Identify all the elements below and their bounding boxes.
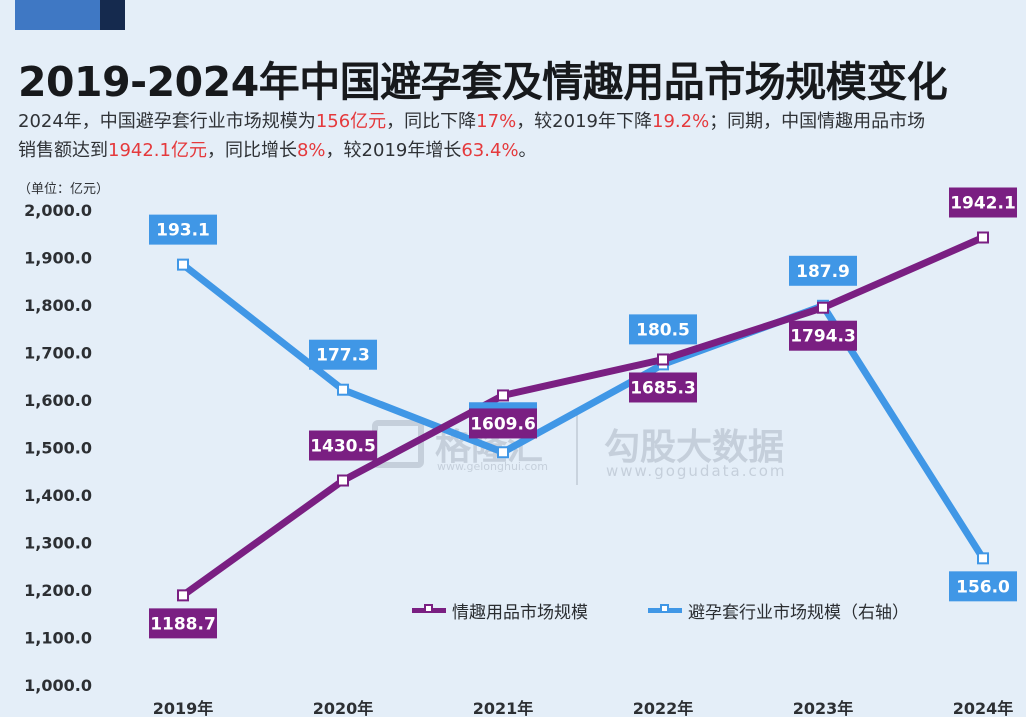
data-label-box: [629, 314, 697, 345]
data-label-box: [629, 372, 697, 403]
data-point: [497, 446, 509, 459]
data-label-box: [309, 339, 377, 370]
header-accent-bar-dark: [100, 0, 125, 30]
watermark-brand-gogudata: 勾股大数据: [604, 427, 785, 468]
legend-swatch-condom: [648, 604, 682, 613]
chart-subtitle: 2024年，中国避孕套行业市场规模为156亿元，同比下降17%，较2019年下降…: [18, 107, 1026, 165]
x-tick-label: 2024年: [953, 699, 1014, 717]
subtitle-text: 2024年，中国避孕套行业市场规模为: [18, 111, 316, 132]
data-label: 177.3: [316, 346, 370, 366]
y-tick-label: 1,200.0: [24, 581, 92, 600]
data-label-box: [309, 430, 377, 461]
data-label: 180.5: [636, 320, 690, 340]
x-tick-label: 2020年: [313, 699, 374, 717]
data-label-box: [149, 214, 217, 245]
data-point: [497, 389, 509, 402]
y-tick-label: 1,400.0: [24, 486, 92, 505]
data-label: 1942.1: [950, 194, 1016, 214]
subtitle-text: ，较2019年下降: [516, 111, 652, 132]
subtitle-text: ，同比增长: [206, 140, 297, 161]
watermark-url-gogudata: www.gogudata.com: [606, 462, 787, 480]
data-label-box: [949, 187, 1017, 218]
data-label: 156.0: [956, 577, 1010, 597]
y-tick-label: 1,300.0: [24, 534, 92, 553]
subtitle-text: 销售额达到: [18, 140, 108, 161]
y-tick-label: 1,900.0: [24, 249, 92, 268]
subtitle-highlight: 17%: [476, 111, 517, 132]
y-tick-label: 1,500.0: [24, 439, 92, 458]
y-tick-label: 1,700.0: [24, 344, 92, 363]
y-tick-label: 1,800.0: [24, 296, 92, 315]
data-point: [337, 474, 349, 487]
subtitle-text: 。: [518, 140, 537, 161]
data-label: 1430.5: [310, 437, 376, 457]
y-tick-label: 1,100.0: [24, 629, 92, 648]
series-line: [179, 234, 987, 599]
data-point: [977, 552, 989, 565]
data-point: [977, 231, 989, 244]
subtitle-highlight: 19.2%: [652, 111, 710, 132]
data-label-box: [789, 320, 857, 351]
header-accent-bar: [15, 0, 100, 30]
data-point: [817, 301, 829, 314]
data-point: [177, 589, 189, 602]
data-label: 1609.6: [470, 414, 536, 434]
data-point: [177, 258, 189, 271]
subtitle-highlight: 8%: [296, 140, 326, 161]
legend-item-condom: 避孕套行业市场规模（右轴）: [648, 598, 909, 623]
series-line: [179, 261, 987, 562]
chart-title: 2019-2024年中国避孕套及情趣用品市场规模变化: [18, 58, 948, 106]
data-label: 187.9: [796, 262, 850, 282]
y-tick-label: 2,000.0: [24, 201, 92, 220]
subtitle-highlight: 1942.1亿元: [108, 140, 207, 161]
y-tick-label: 1,600.0: [24, 391, 92, 410]
x-tick-label: 2022年: [633, 699, 694, 717]
data-label: 1685.3: [630, 378, 696, 398]
y-tick-label: 1,000.0: [24, 676, 92, 695]
legend-label-condom: 避孕套行业市场规模（右轴）: [688, 603, 909, 623]
data-label: 193.1: [156, 221, 210, 241]
subtitle-highlight: 156亿元: [315, 111, 387, 132]
x-tick-label: 2021年: [473, 699, 534, 717]
subtitle-text: ；同期，中国情趣用品市场: [709, 111, 926, 132]
data-label: 1188.7: [150, 614, 216, 634]
legend-label-sex-products: 情趣用品市场规模: [452, 603, 588, 623]
x-tick-label: 2023年: [793, 699, 854, 717]
unit-label: （单位：亿元）: [18, 182, 110, 197]
subtitle-text: ，较2019年增长: [325, 140, 462, 161]
watermark-divider: [576, 415, 578, 485]
data-label-box: [149, 608, 217, 639]
data-point: [657, 353, 669, 366]
data-point: [337, 383, 349, 396]
data-label: 1794.3: [790, 327, 856, 347]
data-label-box: [469, 408, 537, 439]
data-label-box: [789, 255, 857, 286]
legend-item-sex-products: 情趣用品市场规模: [412, 598, 588, 623]
subtitle-text: ，同比下降: [386, 111, 477, 132]
data-label-box: [949, 571, 1017, 602]
x-tick-label: 2019年: [153, 699, 214, 717]
watermark-url-gelonghui: www.gelonghui.com: [437, 460, 548, 473]
subtitle-highlight: 63.4%: [461, 140, 519, 161]
legend-swatch-sex-products: [412, 604, 446, 613]
